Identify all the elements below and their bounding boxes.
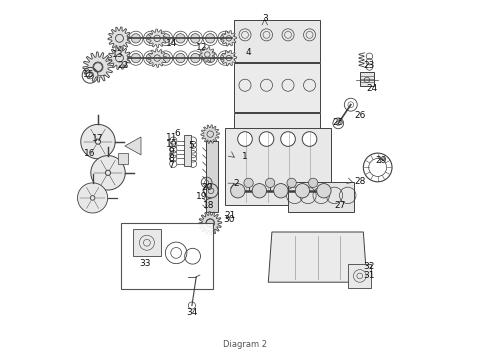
Circle shape xyxy=(317,184,331,198)
Text: 20: 20 xyxy=(202,183,213,192)
Polygon shape xyxy=(348,264,371,288)
Polygon shape xyxy=(108,27,131,50)
Text: 8: 8 xyxy=(169,154,174,163)
Polygon shape xyxy=(148,29,167,48)
Circle shape xyxy=(161,53,170,63)
Circle shape xyxy=(266,178,275,188)
Polygon shape xyxy=(206,140,218,212)
Polygon shape xyxy=(199,212,221,234)
Circle shape xyxy=(281,132,295,147)
Text: 34: 34 xyxy=(186,308,197,317)
Circle shape xyxy=(146,34,155,43)
Text: 5: 5 xyxy=(188,141,194,150)
Circle shape xyxy=(244,178,253,188)
Polygon shape xyxy=(199,47,215,62)
Polygon shape xyxy=(269,232,367,282)
Text: 22: 22 xyxy=(118,61,129,70)
Circle shape xyxy=(146,53,155,63)
Circle shape xyxy=(176,53,185,63)
Circle shape xyxy=(161,34,170,43)
Text: Diagram 2: Diagram 2 xyxy=(223,340,267,349)
Circle shape xyxy=(302,132,317,147)
Text: 25: 25 xyxy=(333,118,344,127)
Text: 31: 31 xyxy=(363,270,374,279)
Circle shape xyxy=(176,34,185,43)
Polygon shape xyxy=(108,47,131,69)
Polygon shape xyxy=(133,229,161,256)
Text: 27: 27 xyxy=(334,201,346,210)
Text: 1: 1 xyxy=(242,152,248,161)
Polygon shape xyxy=(118,153,128,164)
Polygon shape xyxy=(83,52,113,82)
Text: 19: 19 xyxy=(196,192,208,201)
Circle shape xyxy=(205,53,215,63)
Polygon shape xyxy=(125,137,141,155)
Text: 9: 9 xyxy=(169,147,174,156)
Text: 29: 29 xyxy=(375,156,387,165)
Circle shape xyxy=(259,132,274,147)
Polygon shape xyxy=(234,113,320,163)
Polygon shape xyxy=(81,125,115,159)
Circle shape xyxy=(191,34,200,43)
Text: 23: 23 xyxy=(363,61,374,70)
Circle shape xyxy=(191,53,200,63)
Polygon shape xyxy=(221,50,237,66)
Text: 10: 10 xyxy=(166,140,177,149)
Polygon shape xyxy=(201,125,220,143)
Text: 11: 11 xyxy=(166,133,177,142)
Text: 26: 26 xyxy=(354,111,366,120)
Text: 7: 7 xyxy=(169,161,174,170)
Circle shape xyxy=(238,132,252,147)
Text: 24: 24 xyxy=(367,84,378,93)
Circle shape xyxy=(220,53,230,63)
Circle shape xyxy=(295,184,310,198)
Circle shape xyxy=(220,34,230,43)
Text: 4: 4 xyxy=(246,48,251,57)
Polygon shape xyxy=(234,21,320,62)
Text: 6: 6 xyxy=(174,129,180,138)
Text: 33: 33 xyxy=(139,259,150,268)
Text: 12: 12 xyxy=(196,43,208,52)
Polygon shape xyxy=(234,63,320,112)
Circle shape xyxy=(274,184,288,198)
Polygon shape xyxy=(221,31,237,46)
Circle shape xyxy=(287,178,296,188)
Polygon shape xyxy=(360,72,374,86)
Circle shape xyxy=(309,178,318,188)
Text: 17: 17 xyxy=(92,134,104,143)
Text: 21: 21 xyxy=(224,211,236,220)
Circle shape xyxy=(231,184,245,198)
Polygon shape xyxy=(148,49,167,67)
Polygon shape xyxy=(122,223,213,289)
Text: 3: 3 xyxy=(262,14,268,23)
Circle shape xyxy=(131,34,141,43)
Text: 28: 28 xyxy=(354,177,366,186)
Text: 14: 14 xyxy=(166,39,177,48)
Text: 13: 13 xyxy=(112,50,123,59)
Text: 2: 2 xyxy=(233,179,239,188)
Polygon shape xyxy=(77,183,108,213)
Text: 16: 16 xyxy=(84,149,96,158)
Text: 30: 30 xyxy=(223,215,235,224)
Text: 15: 15 xyxy=(83,70,95,79)
Text: 18: 18 xyxy=(203,201,215,210)
Circle shape xyxy=(131,53,141,63)
Circle shape xyxy=(252,184,267,198)
Polygon shape xyxy=(288,182,354,212)
Circle shape xyxy=(205,34,215,43)
Polygon shape xyxy=(91,156,125,190)
Polygon shape xyxy=(225,128,331,205)
Text: 32: 32 xyxy=(363,262,374,271)
Polygon shape xyxy=(184,135,191,166)
